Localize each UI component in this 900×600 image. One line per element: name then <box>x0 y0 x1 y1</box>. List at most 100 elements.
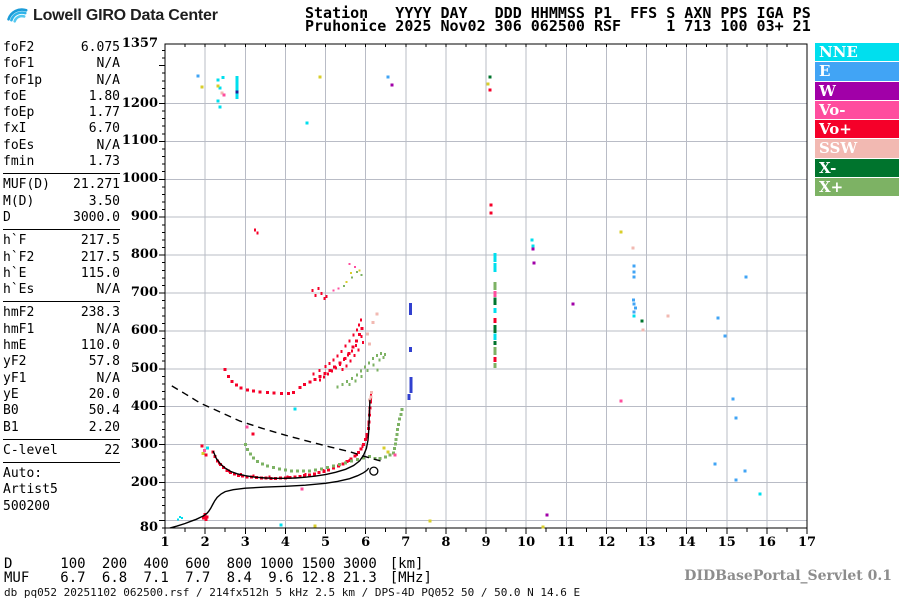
x-axis-label: 13 <box>637 535 656 550</box>
param-label: h`Es <box>3 282 35 298</box>
y-axis-label: 400 <box>130 398 158 414</box>
param-value: 6.70 <box>88 121 120 137</box>
grid-lines <box>165 44 807 528</box>
param-row: foEp 1.77 <box>3 105 120 121</box>
param-value: 20.0 <box>88 386 120 402</box>
legend-item-w: W <box>815 81 899 100</box>
servlet-version-label: DIDBasePortal_Servlet 0.1 <box>684 568 892 584</box>
y-axis-label: 600 <box>130 322 158 338</box>
param-row: hmF1 N/A <box>3 322 120 338</box>
param-row: fmin 1.73 <box>3 154 120 170</box>
echo-bars <box>235 75 497 400</box>
station-header-line2: Pruhonice 2025 Nov02 306 062500 RSF 1 71… <box>305 17 811 35</box>
param-label: hmF2 <box>3 305 35 321</box>
param-row: yF1 N/A <box>3 371 120 387</box>
legend-item-vo: Vo- <box>815 100 899 120</box>
y-axis-label: 900 <box>130 209 158 225</box>
param-value: 6.075 <box>80 40 120 55</box>
param-label: M(D) <box>3 193 35 209</box>
y-axis-label: 1100 <box>121 133 158 149</box>
param-value: 217.5 <box>80 249 120 265</box>
param-value: N/A <box>96 56 120 72</box>
dmuf-unit: [MHz] <box>389 570 432 586</box>
param-row: B0 50.4 <box>3 403 120 419</box>
parameter-group: foF2 6.075 foF1 N/A foF1p N/A foE 1.80 foEp 1.77 f… <box>3 40 120 175</box>
y-axis-label: 1200 <box>121 95 158 111</box>
dmuf-cell: 600 <box>185 556 211 572</box>
param-value: N/A <box>96 282 120 298</box>
param-label: h`F <box>3 233 27 249</box>
param-value: 1.77 <box>88 105 120 121</box>
y-axis-label: 500 <box>130 360 158 376</box>
x-axis-label: 2 <box>200 535 210 550</box>
dmuf-cell: 6.7 <box>60 570 86 586</box>
param-row: yF2 57.8 <box>3 354 120 370</box>
dmuf-unit: [km] <box>389 556 424 572</box>
x-axis-label: 12 <box>597 535 616 550</box>
param-row: foF1p N/A <box>3 73 120 89</box>
param-row: foF1 N/A <box>3 56 120 72</box>
param-value: 217.5 <box>80 233 120 249</box>
dmuf-cell: 7.1 <box>143 570 169 586</box>
param-row: hmE 110.0 <box>3 338 120 354</box>
x-axis-label: 7 <box>401 535 411 550</box>
param-label: hmF1 <box>3 321 35 337</box>
param-label: foEp <box>3 105 35 121</box>
param-row: h`Es N/A <box>3 282 120 298</box>
x-axis-label: 9 <box>481 535 491 550</box>
parameter-group: C-level 22 <box>3 442 120 464</box>
param-label: D <box>3 209 11 225</box>
param-value: 2.20 <box>88 419 120 435</box>
param-label: foE <box>3 88 27 104</box>
x-axis-label: 15 <box>717 535 736 550</box>
dmuf-row-label: MUF <box>4 570 30 586</box>
status-line: db pq052 20251102 062500.rsf / 214fx512h… <box>4 586 581 599</box>
x-axis-label: 17 <box>797 535 817 550</box>
param-label: yF1 <box>3 370 27 386</box>
param-label: yF2 <box>3 354 27 370</box>
parameter-group: h`F 217.5 h`F2 217.5 h`E 115.0 h`Es N/A <box>3 233 120 303</box>
param-label: Auto: <box>3 466 43 482</box>
param-label: foEs <box>3 137 35 153</box>
dmuf-cell: 12.8 <box>301 570 336 586</box>
param-label: h`E <box>3 265 27 281</box>
legend-item-x: X- <box>815 158 899 178</box>
param-value: 22 <box>104 442 120 458</box>
dmuf-cell: 21.3 <box>343 570 377 586</box>
param-label: foF1p <box>3 72 43 88</box>
param-value: N/A <box>96 321 120 337</box>
param-value: 21.271 <box>73 177 120 193</box>
muf-row: MUF 6.7 6.8 7.1 7.7 8.4 9.6 12.8 21.3 [MHz] <box>4 571 432 585</box>
param-label: h`F2 <box>3 249 35 265</box>
transmission-curve <box>171 385 382 462</box>
param-row: Artist5 <box>3 482 120 498</box>
param-label: B1 <box>3 419 19 435</box>
param-value: N/A <box>96 370 120 386</box>
param-row: Auto: <box>3 466 120 482</box>
param-row: foF2 6.075 <box>3 40 120 56</box>
noise-specks <box>196 74 762 529</box>
param-row: B1 2.20 <box>3 420 120 436</box>
legend-item-vo: Vo+ <box>815 120 899 139</box>
legend-item-x: X+ <box>815 178 899 197</box>
legend-item-e: E <box>815 62 899 81</box>
param-row: foEs N/A <box>3 138 120 154</box>
param-row: fxI 6.70 <box>3 121 120 137</box>
x-axis-label: 14 <box>677 535 696 550</box>
param-row: MUF(D) 21.271 <box>3 177 120 193</box>
legend-item-nne: NNE <box>815 43 899 62</box>
echo-points <box>177 228 404 521</box>
parameter-group: hmF2 238.3 hmF1 N/A hmE 110.0 yF2 57.8 yF1 N/A yE 2… <box>3 305 120 440</box>
y-axis-label: 200 <box>130 474 158 490</box>
param-value: 57.8 <box>88 354 120 370</box>
param-label: 500200 <box>3 498 50 514</box>
x-axis-label: 5 <box>320 535 331 550</box>
o-trace-fit <box>212 399 371 479</box>
dmuf-cell: 9.6 <box>268 570 294 586</box>
y-axis-label: 700 <box>130 285 158 300</box>
profile-curves <box>169 385 382 529</box>
dmuf-cell: 3000 <box>343 556 377 572</box>
param-label: yE <box>3 386 19 402</box>
dmuf-cell: 800 <box>226 556 252 572</box>
